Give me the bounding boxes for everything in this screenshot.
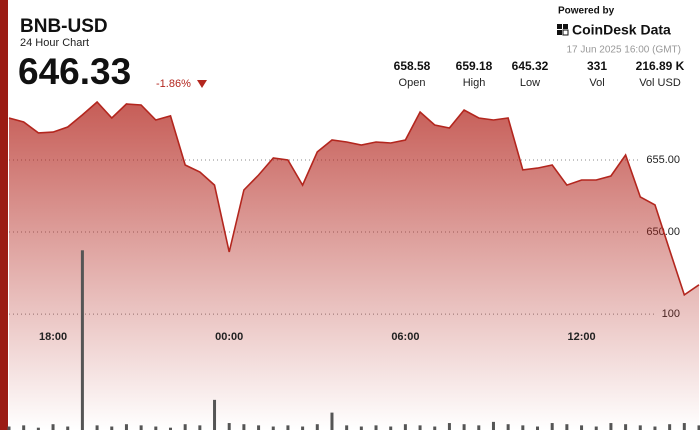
volume-bar xyxy=(550,423,554,430)
stat-value: 216.89 K xyxy=(636,59,685,73)
volume-bar xyxy=(95,425,99,430)
volume-bar xyxy=(462,424,466,430)
price-line xyxy=(8,100,700,297)
volume-bar xyxy=(330,412,334,430)
stat-label: Low xyxy=(520,77,540,89)
volume-bar xyxy=(403,424,407,430)
volume-bar xyxy=(536,426,540,430)
volume-bar xyxy=(653,426,657,430)
volume-bar xyxy=(389,426,393,430)
change: -1.86% xyxy=(156,78,191,90)
volume-bar xyxy=(668,424,672,430)
volume-bar xyxy=(66,426,70,430)
volume-bar xyxy=(359,426,363,430)
timestamp: 17 Jun 2025 16:00 (GMT) xyxy=(566,45,681,56)
stat-label: Vol USD xyxy=(639,77,681,89)
volume-bar xyxy=(638,425,642,430)
volume-bar xyxy=(624,424,628,430)
volume-bar xyxy=(168,427,172,430)
x-tick-label: 12:00 xyxy=(567,331,595,343)
volume-bar xyxy=(477,425,481,430)
volume-bar xyxy=(594,426,598,430)
volume-bar xyxy=(301,426,305,430)
volume-bar xyxy=(433,426,437,430)
volume-bar xyxy=(286,425,290,430)
x-tick-label: 18:00 xyxy=(39,331,67,343)
volume-bar xyxy=(609,423,613,430)
stat-value: 645.32 xyxy=(512,59,549,73)
stat-value: 331 xyxy=(587,59,607,73)
symbol: BNB-USD xyxy=(20,16,108,37)
stat-label: Vol xyxy=(589,77,604,89)
subtitle: 24 Hour Chart xyxy=(20,37,89,49)
logo xyxy=(557,24,569,36)
x-tick-label: 00:00 xyxy=(215,331,243,343)
volume-bar xyxy=(271,426,275,430)
accent-bar xyxy=(0,0,8,430)
volume-bar xyxy=(315,424,319,430)
stat-value: 659.18 xyxy=(456,59,493,73)
volume-bar xyxy=(213,399,217,430)
volume-bar xyxy=(154,426,158,430)
volume-bar xyxy=(506,424,510,430)
brand: CoinDesk Data xyxy=(572,22,671,38)
volume-bar xyxy=(242,424,246,430)
volume-bar xyxy=(345,425,349,430)
volume-bar xyxy=(110,426,114,430)
volume-bar xyxy=(183,424,187,430)
area-fill xyxy=(9,102,699,430)
volume-bar xyxy=(36,427,40,430)
volume-bar xyxy=(447,423,451,430)
volume-bar xyxy=(257,425,261,430)
stat-label: High xyxy=(463,77,486,89)
x-tick-label: 06:00 xyxy=(391,331,419,343)
volume-bar xyxy=(565,424,569,430)
down-arrow xyxy=(197,80,207,88)
volume-bar xyxy=(80,250,84,430)
volume-bar xyxy=(697,425,700,430)
volume-bar xyxy=(7,426,11,430)
volume-bar xyxy=(491,421,495,430)
volume-bar xyxy=(682,423,686,430)
price: 646.33 xyxy=(18,51,131,92)
stat-value: 658.58 xyxy=(394,59,431,73)
volume-bar xyxy=(124,424,128,430)
volume-bar xyxy=(139,425,143,430)
y-tick-label: 655.00 xyxy=(646,154,680,166)
volume-bar xyxy=(521,425,525,430)
volume-bar xyxy=(198,425,202,430)
volume-bar xyxy=(418,425,422,430)
volume-bar xyxy=(51,424,55,430)
powered-by: Powered by xyxy=(558,6,615,17)
volume-bar xyxy=(22,425,26,430)
volume-bar xyxy=(580,425,584,430)
volume-bar xyxy=(374,425,378,430)
stat-label: Open xyxy=(399,77,426,89)
stats: 658.58 Open 659.18 High 645.32 Low 331 Vol 216.8… xyxy=(394,59,685,89)
volume-bar xyxy=(227,423,231,430)
